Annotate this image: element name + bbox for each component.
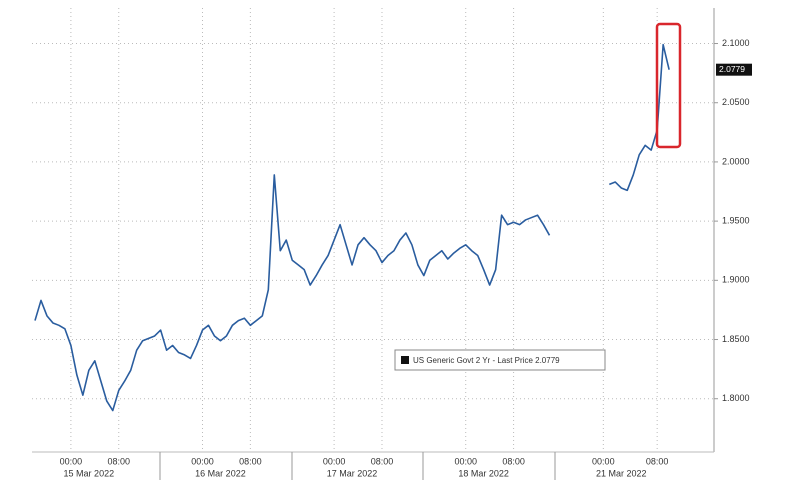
legend-box <box>394 349 606 371</box>
x-tick-label: 00:00 <box>454 456 477 466</box>
y-tick-label: 1.8500 <box>722 334 750 344</box>
y-tick-label: 2.0500 <box>722 97 750 107</box>
x-tick-label: 00:00 <box>323 456 346 466</box>
x-tick-label: 08:00 <box>646 456 669 466</box>
x-date-label: 17 Mar 2022 <box>327 468 378 478</box>
x-tick-label: 08:00 <box>107 456 130 466</box>
plot-layer: 1.8000 1.8500 1.9000 1.9500 2.0000 2.0500 2.10… <box>32 8 752 478</box>
x-tick-label: 00:00 <box>60 456 83 466</box>
y-tick-label: 1.8000 <box>722 393 750 403</box>
price-line <box>609 43 670 192</box>
legend-label: US Generic Govt 2 Yr - Last Price 2.0779 <box>413 356 560 365</box>
x-tick-label: 08:00 <box>239 456 262 466</box>
day-separators <box>159 452 556 480</box>
x-tick-label: 00:00 <box>191 456 214 466</box>
last-price-label: 2.0779 <box>719 64 745 74</box>
y-tick-label: 2.1000 <box>722 38 750 48</box>
x-date-label: 16 Mar 2022 <box>195 468 246 478</box>
y-tick-label: 1.9500 <box>722 215 750 225</box>
legend-swatch <box>401 356 409 364</box>
y-tick-label: 1.9000 <box>722 275 750 285</box>
last-price-tag <box>716 63 752 76</box>
x-tick-label: 08:00 <box>502 456 525 466</box>
y-tick-label: 2.0000 <box>722 156 750 166</box>
x-date-label: 15 Mar 2022 <box>64 468 115 478</box>
x-tick-label: 00:00 <box>592 456 615 466</box>
x-tick-label: 08:00 <box>371 456 394 466</box>
x-date-label: 18 Mar 2022 <box>458 468 509 478</box>
highlight-box <box>655 22 682 149</box>
x-date-label: 21 Mar 2022 <box>596 468 647 478</box>
legend: US Generic Govt 2 Yr - Last Price 2.0779 <box>394 349 606 371</box>
price-line <box>34 174 551 412</box>
